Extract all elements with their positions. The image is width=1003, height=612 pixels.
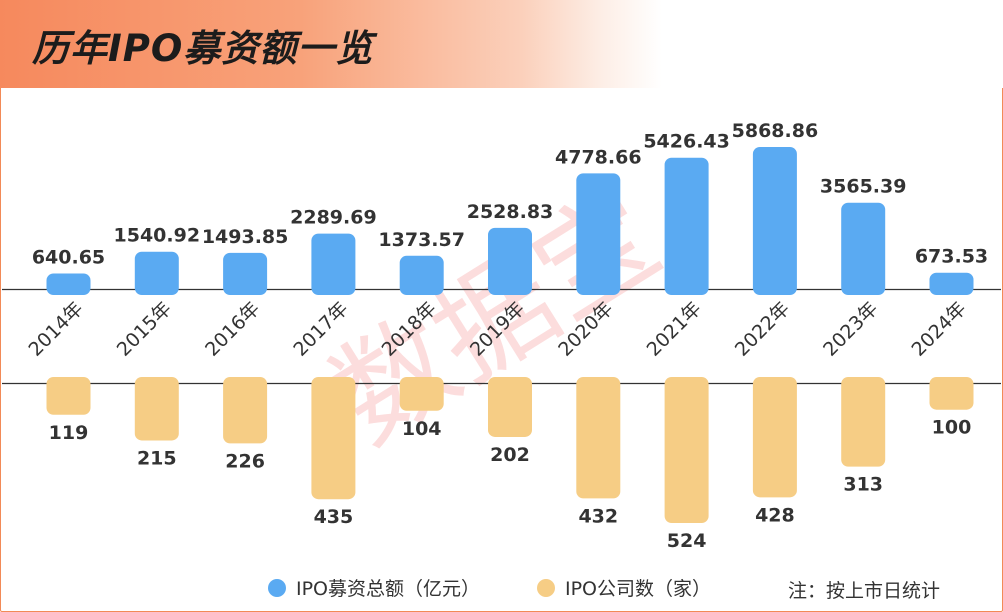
amount-bar: [576, 173, 621, 295]
count-data-label: 524: [667, 530, 707, 552]
x-tick-label: 2016年: [201, 298, 264, 361]
amount-data-label: 1373.57: [378, 229, 465, 251]
amount-bar: [929, 272, 974, 295]
count-bar: [929, 377, 974, 410]
x-tick-label: 2021年: [643, 298, 706, 361]
amount-data-label: 4778.66: [555, 146, 642, 168]
title-banner: 历年IPO募资额一览: [0, 0, 1003, 88]
count-bar: [223, 377, 268, 444]
amount-bar: [841, 202, 886, 295]
legend-label-amount: IPO募资总额（亿元）: [296, 578, 481, 600]
count-data-label: 435: [314, 506, 354, 528]
count-data-label: 100: [932, 417, 972, 439]
count-data-label: 226: [225, 450, 265, 472]
count-bar: [46, 377, 91, 415]
amount-data-label: 1493.85: [202, 226, 289, 248]
count-data-label: 202: [490, 444, 530, 466]
legend-item-count: IPO公司数（家）: [537, 574, 711, 601]
count-bar: [488, 377, 532, 437]
x-tick-label: 2024年: [907, 298, 970, 361]
x-tick-label: 2023年: [819, 298, 882, 361]
x-tick-label: 2022年: [731, 298, 794, 361]
amount-data-label: 640.65: [32, 246, 105, 268]
count-bar: [134, 377, 179, 441]
amount-data-label: 673.53: [915, 246, 988, 268]
count-bar: [752, 377, 797, 498]
amount-bar: [488, 227, 532, 295]
amount-data-label: 2289.69: [290, 207, 377, 229]
legend: IPO募资总额（亿元） IPO公司数（家）: [0, 574, 1003, 604]
circle-icon: [268, 578, 286, 597]
chart-title: 历年IPO募资额一览: [32, 27, 374, 70]
circle-icon: [537, 578, 555, 597]
legend-label-count: IPO公司数（家）: [565, 578, 712, 600]
amount-bar: [134, 251, 179, 295]
count-bar: [664, 377, 709, 523]
count-data-label: 104: [402, 418, 442, 440]
count-bar: [576, 377, 621, 499]
amount-data-label: 5426.43: [643, 131, 730, 153]
amount-bar: [752, 147, 797, 295]
x-tick-label: 2015年: [113, 298, 176, 361]
count-data-label: 432: [578, 505, 618, 527]
count-bar: [399, 377, 444, 411]
amount-bar: [664, 157, 709, 295]
amount-data-label: 2528.83: [467, 201, 554, 223]
amount-data-label: 5868.86: [732, 120, 819, 142]
count-data-label: 215: [137, 447, 177, 469]
amount-data-label: 3565.39: [820, 176, 907, 198]
count-bar: [311, 377, 356, 500]
amount-bar: [46, 273, 91, 295]
amount-bar: [399, 255, 444, 295]
count-data-label: 119: [49, 422, 89, 444]
legend-item-amount: IPO募资总额（亿元）: [268, 574, 480, 601]
count-bar: [841, 377, 886, 467]
footnote: 注：按上市日统计: [788, 580, 941, 602]
amount-bar: [311, 233, 356, 295]
amount-data-label: 1540.92: [114, 225, 201, 247]
amount-bar: [223, 252, 268, 295]
x-tick-label: 2014年: [24, 298, 87, 361]
count-data-label: 313: [843, 474, 883, 496]
count-data-label: 428: [755, 504, 795, 526]
